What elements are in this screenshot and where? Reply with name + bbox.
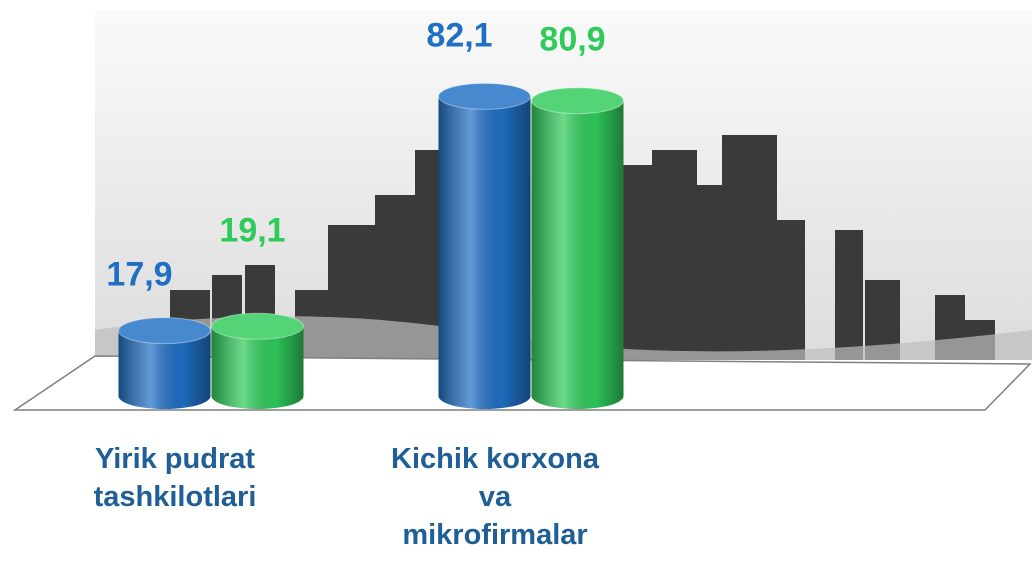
value-label: 17,9: [106, 256, 172, 294]
fog: [95, 316, 1032, 360]
bar-top: [211, 312, 304, 340]
bar-top: [531, 87, 624, 115]
bar-shading: [211, 326, 304, 410]
bar-shading: [118, 330, 211, 410]
value-label: 82,1: [426, 16, 492, 54]
cylinder: [118, 317, 211, 410]
bar-top-highlight: [438, 83, 531, 110]
category-label: Yirik pudrat tashkilotlari: [93, 443, 257, 513]
bars: [118, 82, 624, 410]
bar-top: [118, 317, 211, 345]
bar-shading: [438, 96, 531, 410]
bar-top-highlight: [531, 87, 624, 114]
bar-shading: [531, 100, 624, 410]
bar-top-highlight: [118, 317, 211, 344]
cylinder: [438, 82, 531, 410]
cylinder: [531, 87, 624, 410]
bar-top: [438, 82, 531, 110]
category-label: Kichik korxona va mikrofirmalar: [391, 443, 599, 551]
cylinder: [211, 312, 304, 410]
value-label: 19,1: [219, 211, 285, 249]
value-label: 80,9: [539, 21, 605, 59]
bar-top-highlight: [211, 313, 304, 340]
